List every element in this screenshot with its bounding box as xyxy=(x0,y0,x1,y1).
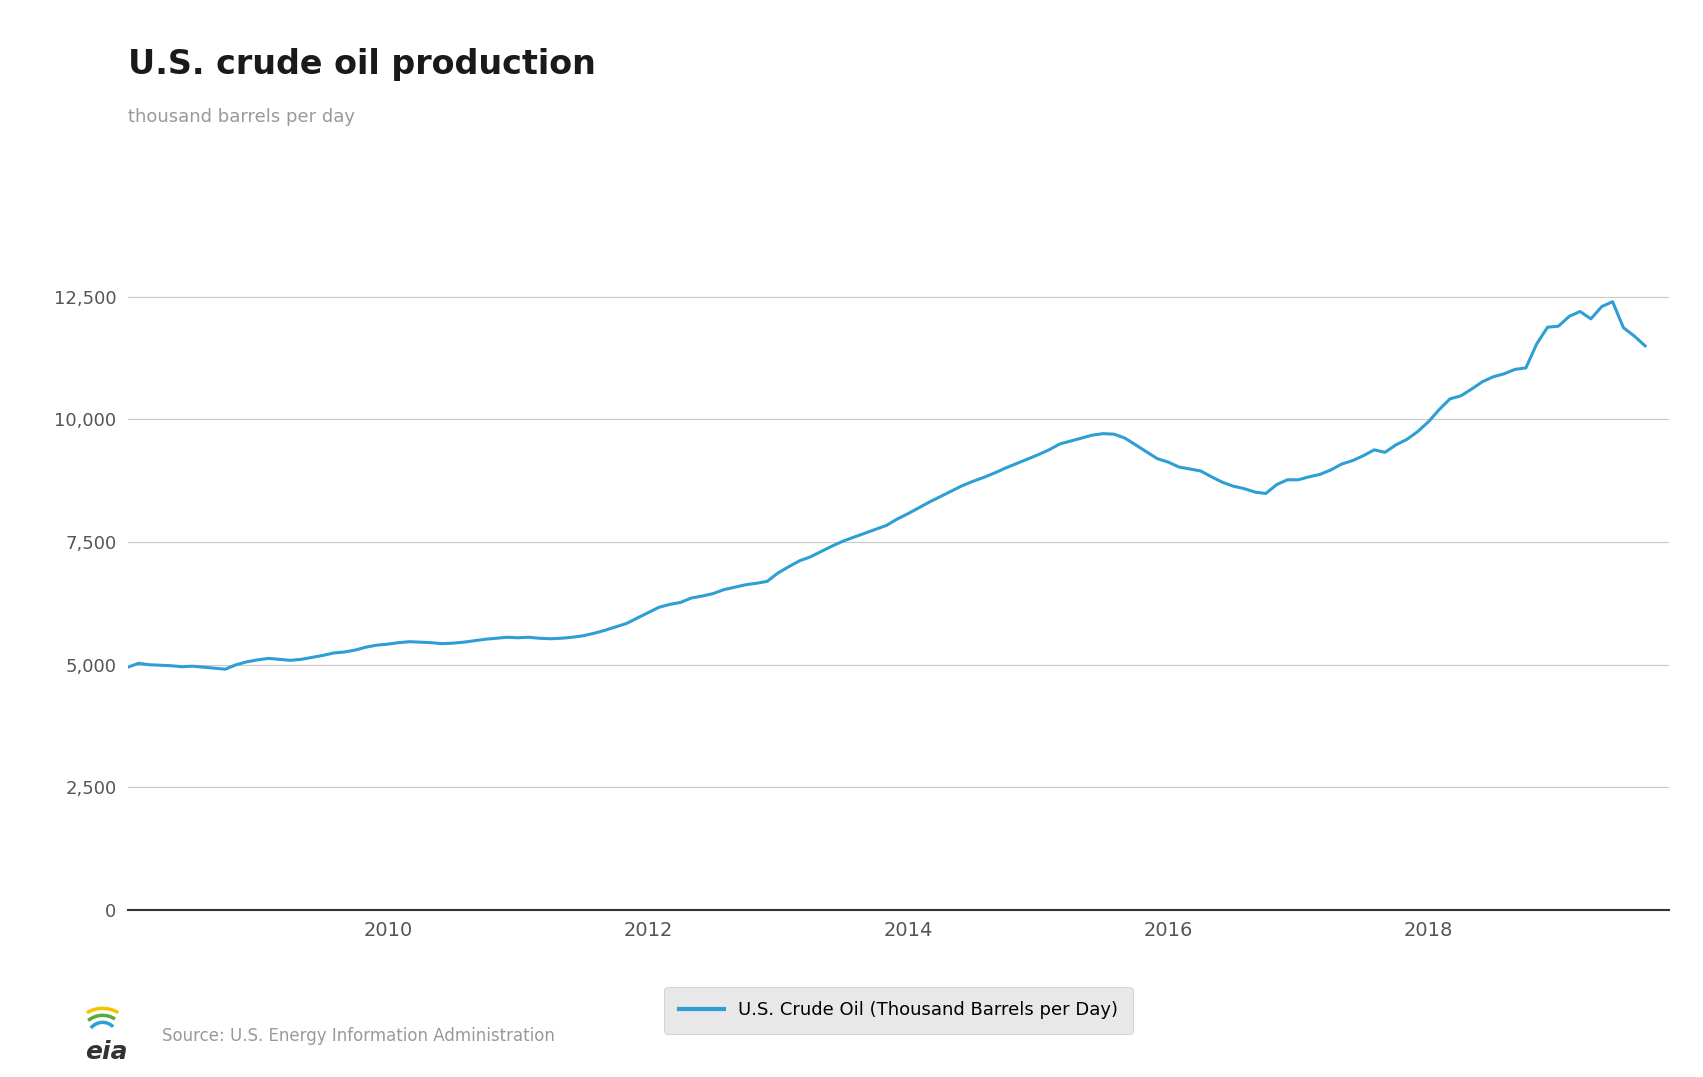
Text: eia: eia xyxy=(85,1040,128,1064)
Legend: U.S. Crude Oil (Thousand Barrels per Day): U.S. Crude Oil (Thousand Barrels per Day… xyxy=(664,987,1132,1034)
Text: Source: U.S. Energy Information Administration: Source: U.S. Energy Information Administ… xyxy=(162,1027,555,1045)
Text: U.S. crude oil production: U.S. crude oil production xyxy=(128,48,596,82)
Text: thousand barrels per day: thousand barrels per day xyxy=(128,108,354,126)
